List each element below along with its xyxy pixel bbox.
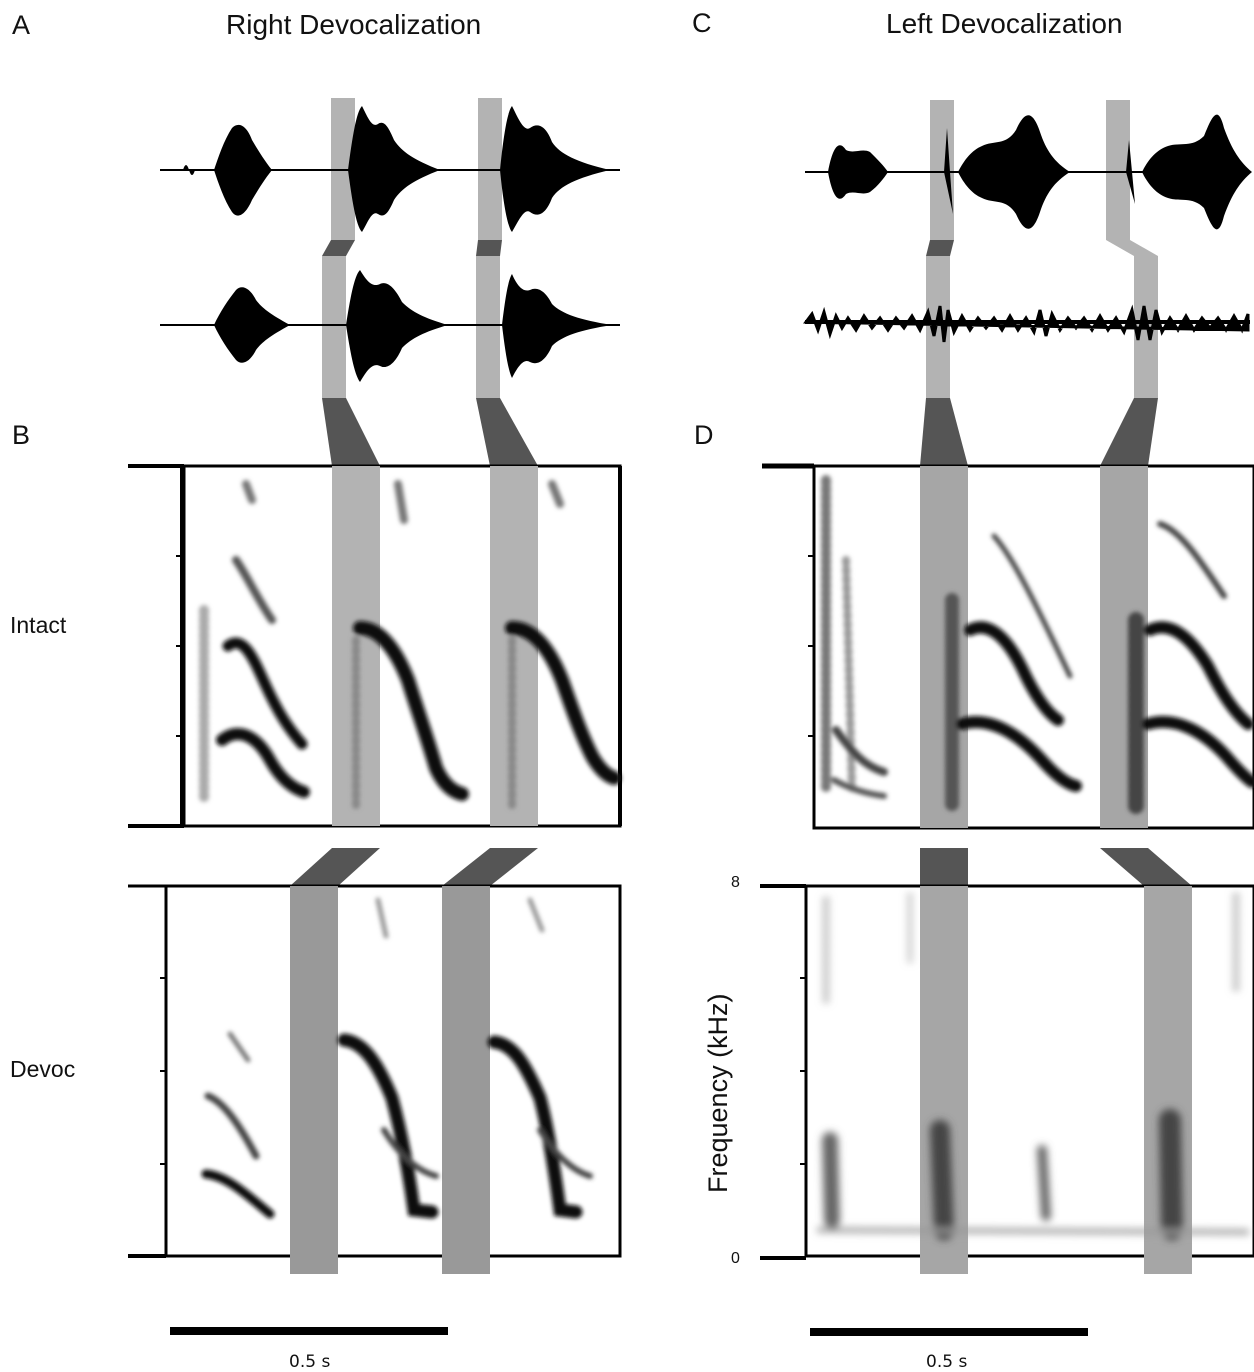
spectrogram-trace	[232, 556, 276, 624]
spectrogram-trace	[505, 621, 621, 785]
band-connector	[920, 848, 968, 886]
spectrogram-devoc-frame	[164, 884, 622, 1258]
panel-c-title: Left Devocalization	[886, 8, 1123, 39]
band-connector	[1100, 848, 1192, 886]
scale-bar-label-left: 0.5 s	[289, 1352, 331, 1372]
spectrogram-noise	[822, 1132, 840, 1228]
highlight-band	[290, 886, 338, 1274]
highlight-band	[442, 886, 490, 1274]
scale-bar-label-right: 0.5 s	[926, 1352, 968, 1372]
band-connector	[926, 240, 954, 256]
panel-a-title: Right Devocalization	[226, 9, 482, 40]
spectrogram-trace	[1144, 621, 1254, 730]
spectrogram-trace	[242, 480, 256, 504]
scale-bar-right	[810, 1328, 1088, 1336]
band-connector	[920, 398, 968, 466]
panel-letter-b: B	[12, 420, 31, 450]
panel-letter-c: C	[692, 8, 712, 38]
band-connector	[322, 240, 355, 256]
waveform-intact-syllable	[500, 106, 610, 232]
spectrogram-trace	[487, 1035, 583, 1219]
panel-a-waveforms	[160, 98, 620, 398]
band-connector	[442, 848, 538, 886]
spectrogram-trace	[227, 1031, 251, 1063]
frequency-tick-bottom: 0	[731, 1250, 740, 1267]
spectrogram-trace	[1157, 521, 1227, 599]
spectrogram-trace	[548, 480, 564, 508]
highlight-band	[930, 100, 954, 240]
spectrogram-trace	[832, 726, 888, 776]
scale-bar-left	[170, 1327, 448, 1335]
panel-b-spectrograms	[128, 398, 622, 1335]
waveform-devoc-syllable	[502, 274, 612, 378]
frequency-tick-top: 8	[731, 874, 740, 891]
highlight-band	[322, 256, 346, 398]
spectrogram-trace	[537, 1127, 593, 1179]
panel-letter-d: D	[694, 420, 714, 450]
waveform-intact-syllable	[1142, 114, 1252, 230]
spectrogram-noise	[817, 1227, 1253, 1235]
spectrogram-trace	[956, 716, 1082, 792]
waveform-intact-syllable	[958, 115, 1070, 229]
panel-c-waveforms	[803, 100, 1252, 398]
band-connector	[476, 398, 538, 466]
panel-letter-a: A	[12, 10, 31, 40]
waveform-devoc-syllable	[346, 270, 448, 382]
waveform-intact-syllable	[214, 124, 272, 216]
spectrogram-noise	[1037, 1145, 1051, 1221]
spectrogram-trace	[1142, 715, 1254, 788]
spectrogram-trace	[201, 1169, 275, 1219]
waveform-intact-syllable	[944, 128, 953, 214]
spectrogram-trace	[222, 637, 308, 750]
waveform-intact-syllable	[1126, 140, 1135, 204]
spectrogram-trace	[991, 533, 1073, 679]
band-connector	[322, 398, 380, 466]
band-connector	[1100, 398, 1158, 466]
spectrogram-trace	[394, 480, 408, 524]
waveform-intact-syllable	[348, 106, 440, 232]
spectrogram-trace	[216, 728, 310, 798]
spectrogram-trace	[381, 1127, 439, 1179]
spectrogram-trace	[964, 621, 1064, 726]
spectrogram-trace	[353, 621, 469, 801]
waveform-intact-syllable	[828, 145, 888, 199]
row-label-intact: Intact	[10, 612, 67, 638]
spectrogram-trace	[831, 777, 887, 799]
band-connector	[290, 848, 380, 886]
spectrogram-trace	[337, 1033, 439, 1219]
spectrogram-noise	[375, 897, 389, 939]
waveform-intact-syllable	[183, 165, 195, 175]
row-label-devoc: Devoc	[10, 1056, 76, 1082]
highlight-band	[920, 466, 968, 828]
spectrogram-noise	[527, 897, 545, 933]
band-connector	[1106, 100, 1158, 256]
waveform-devoc-syllable	[214, 287, 290, 363]
spectrogram-noise	[930, 1120, 954, 1240]
spectrogram-trace	[204, 1092, 260, 1160]
band-connector	[476, 240, 502, 256]
spectrogram-noise	[1159, 1109, 1183, 1241]
panel-d-spectrograms	[760, 398, 1254, 1336]
highlight-band	[476, 256, 500, 398]
